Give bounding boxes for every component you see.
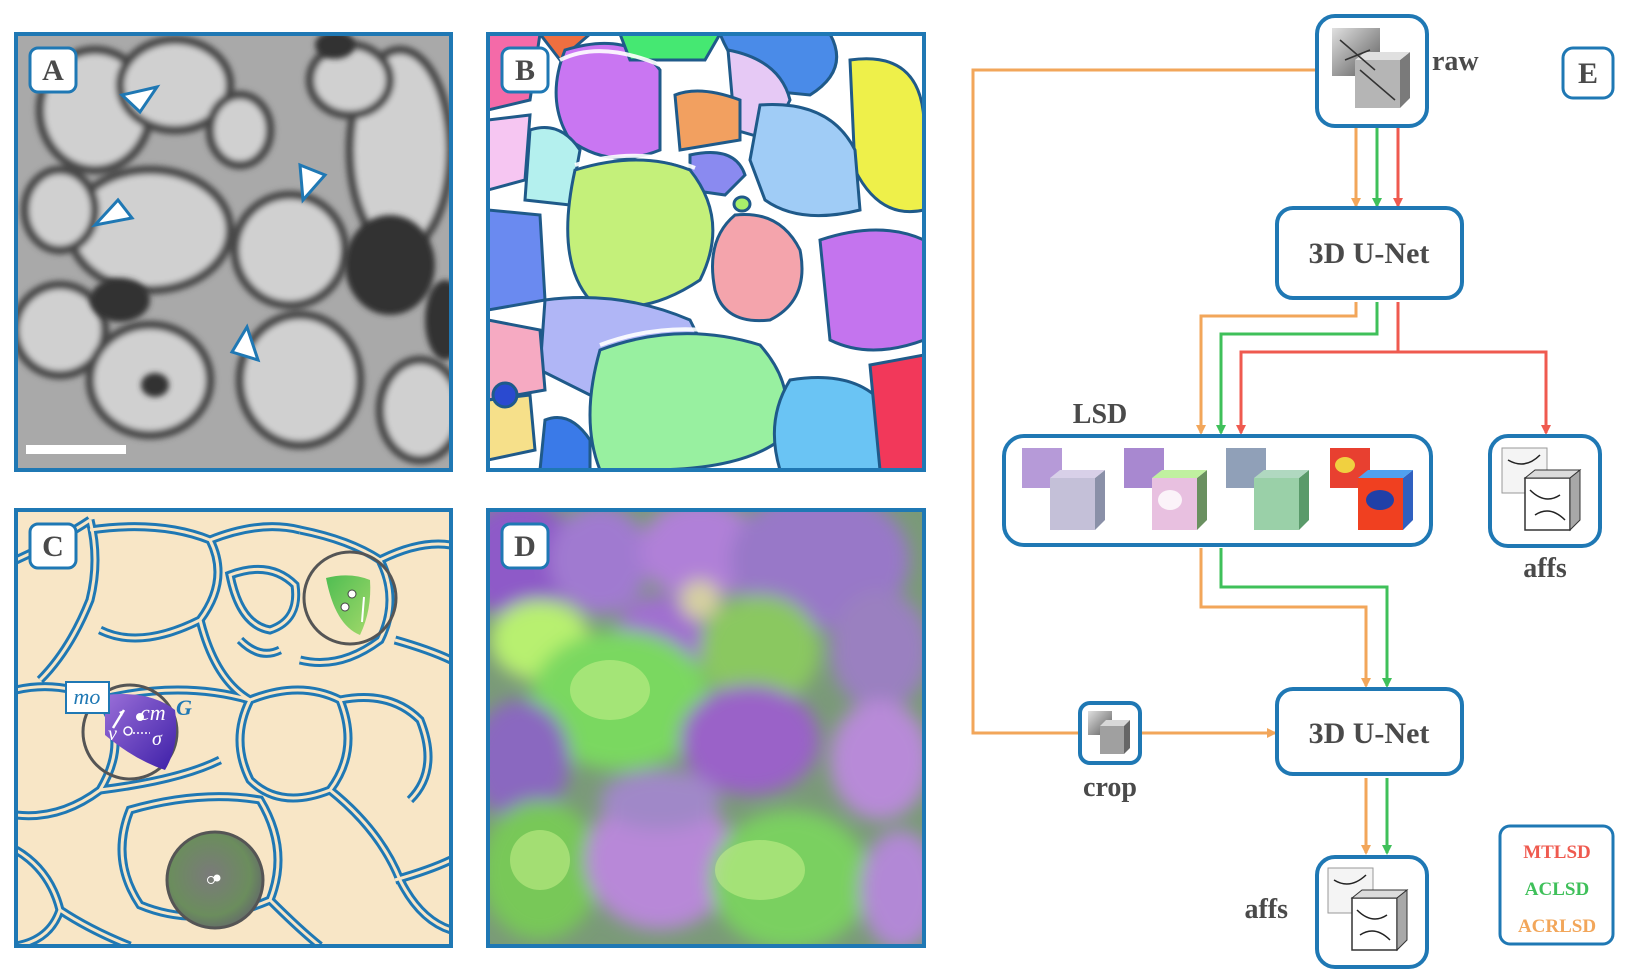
em-image [16,34,451,470]
lsd-image [488,510,924,946]
lsd-cube-4 [1330,448,1413,530]
label-cm: cm [140,700,166,725]
scale-bar [26,445,126,454]
segmentation-image [488,34,924,470]
panel-c-badge [28,522,78,570]
panel-a-badge [28,46,78,94]
lsd-node [1002,434,1433,547]
panel-c-label: C [42,530,64,563]
lsd-cube-3 [1226,448,1309,530]
legend-box [1498,824,1615,946]
unet-top-node [1275,206,1464,300]
raw-label: raw [1432,46,1479,77]
label-sigma: σ [152,728,163,750]
affs-top-label: affs [1523,553,1567,584]
panel-d-badge [500,522,550,570]
affs-top-node [1488,434,1602,548]
panel-a-label: A [42,54,64,87]
panel-e-badge [1561,46,1615,100]
raw-node [1315,14,1429,128]
legend: MTLSD ACLSD ACRLSD [1498,824,1615,946]
panel-e-label: E [1578,57,1598,90]
panel-a-frame [14,32,453,472]
unet-bottom-node [1275,687,1464,776]
mo-box [65,681,110,714]
affs-bottom-label: affs [1244,894,1288,925]
legend-item-aclsd: ACLSD [1525,879,1589,900]
label-v: v [108,723,117,745]
crop-label: crop [1083,772,1137,803]
panel-b-badge [500,46,550,94]
panel-b: B [486,32,926,472]
panel-c: cm v σ G mo C [14,508,453,948]
legend-item-acrlsd: ACRLSD [1518,916,1596,937]
panel-d-frame [486,508,926,948]
lsd-cube-1 [1022,448,1105,530]
lsd-label: LSD [1073,399,1127,430]
crop-node [1078,701,1142,765]
panel-d: D [486,508,926,948]
panel-b-frame [486,32,926,472]
panel-a: A [14,32,453,472]
label-mo: mo [74,684,101,709]
affs-bottom-node [1315,855,1429,969]
unet-bottom-label: 3D U-Net [1309,717,1430,750]
membrane-schematic [16,510,451,946]
panel-c-frame [14,508,453,948]
unet-top-label: 3D U-Net [1309,237,1430,270]
label-g: G [176,695,192,720]
legend-item-mtlsd: MTLSD [1523,842,1591,863]
lsd-cube-2 [1124,448,1207,530]
panel-d-label: D [514,530,536,563]
panel-e: E [971,14,1615,969]
connectors [971,68,1551,855]
panel-b-label: B [515,54,535,87]
